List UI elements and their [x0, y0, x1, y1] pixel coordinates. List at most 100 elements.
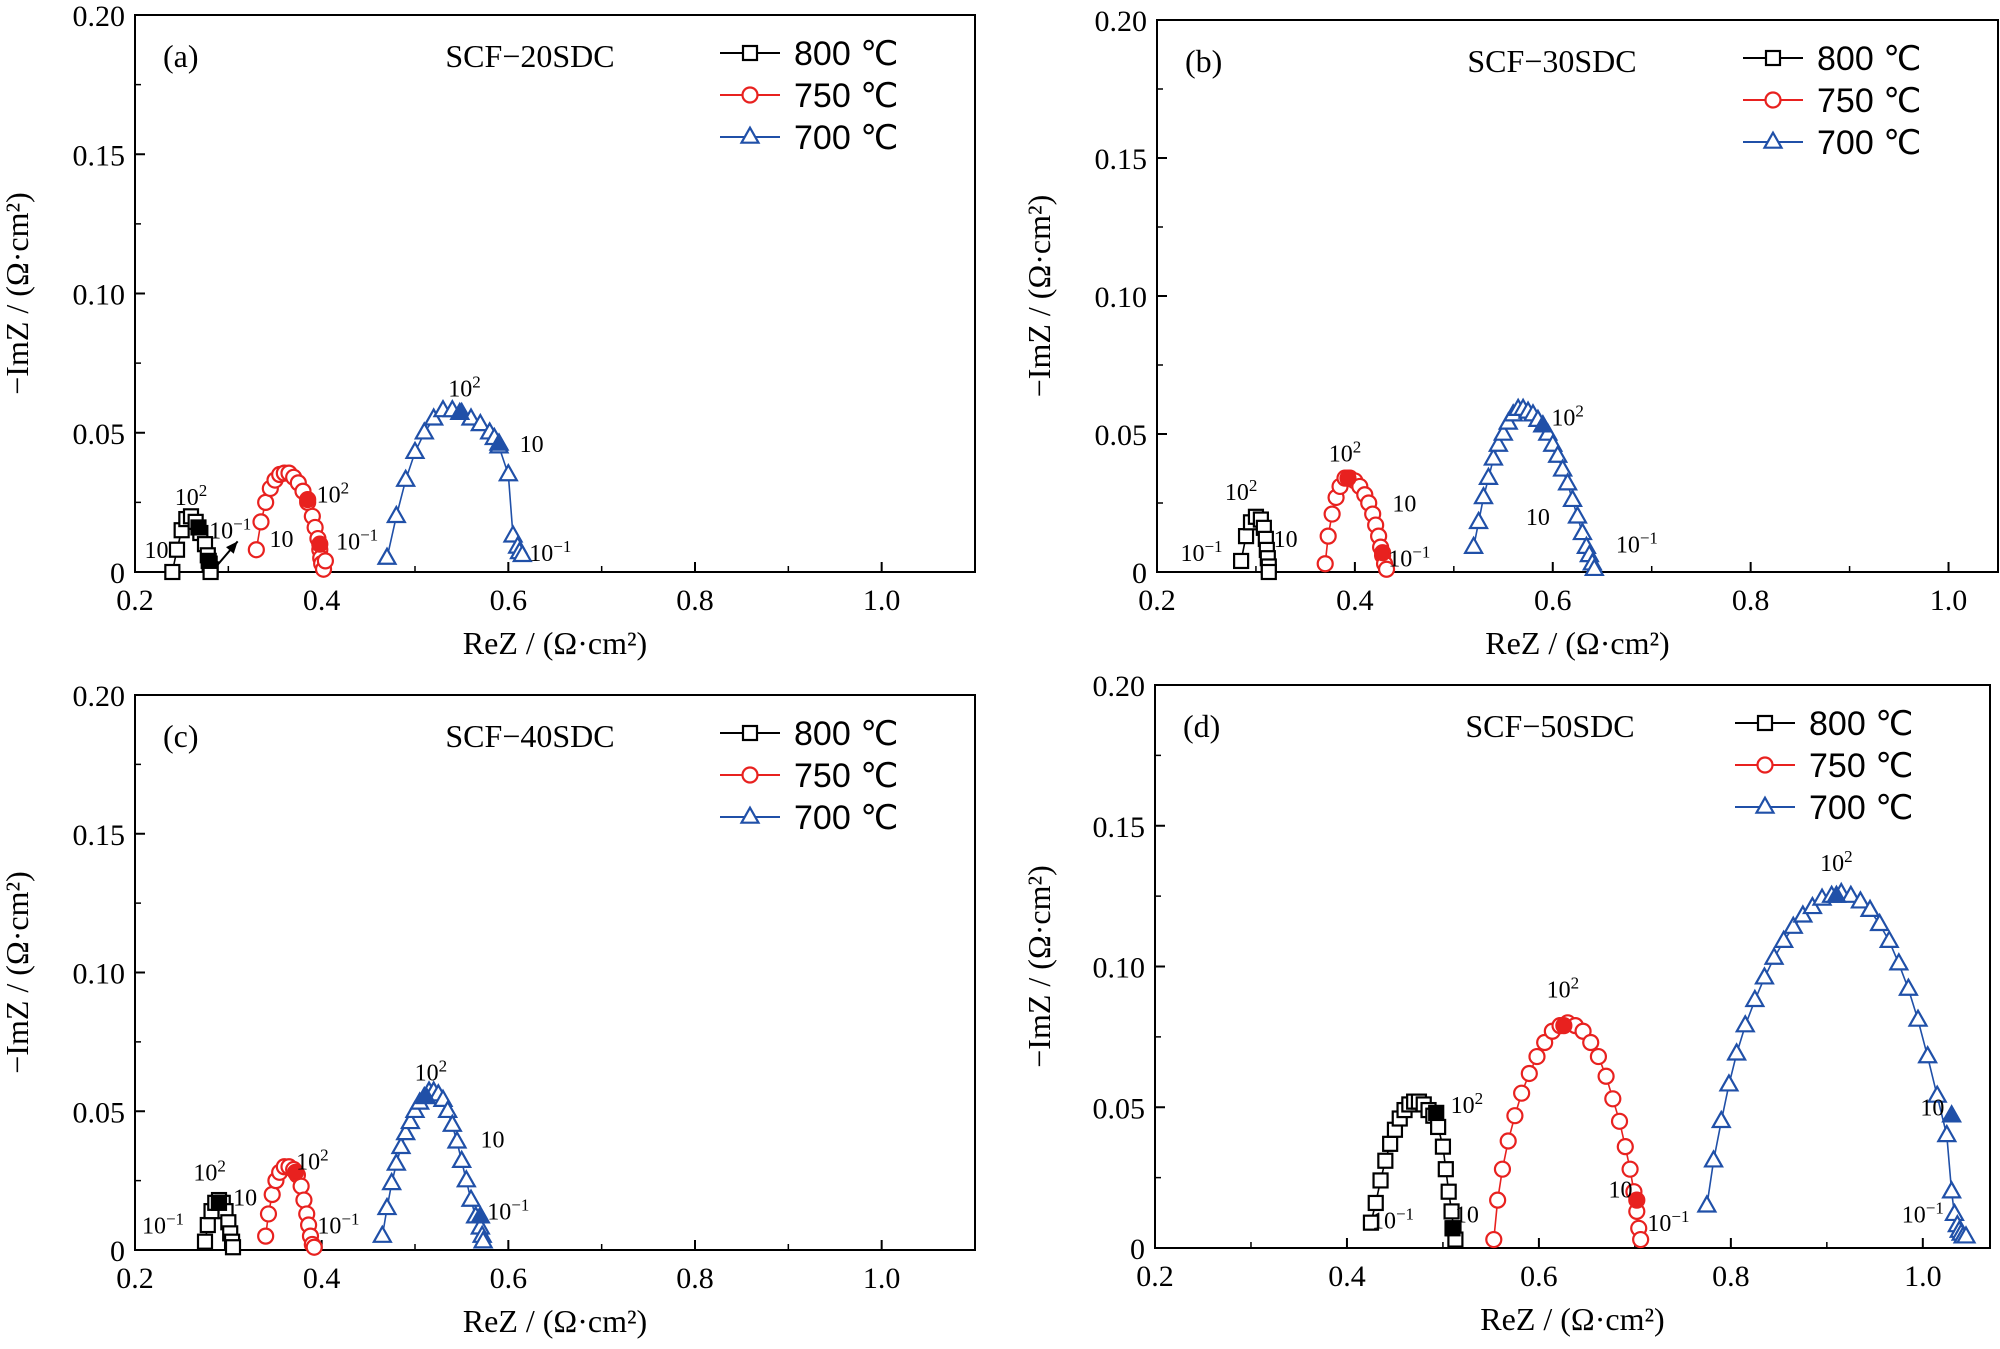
frequency-label: 102	[448, 373, 481, 403]
data-point	[399, 1110, 421, 1130]
data-point	[1888, 952, 1910, 971]
data-point	[1582, 1033, 1600, 1052]
series-line	[1493, 1021, 1642, 1240]
x-axis-label: ReZ / (Ω·cm²)	[463, 625, 647, 661]
legend-entry: 800 ℃	[794, 715, 898, 753]
y-tick-label: 0.15	[1093, 811, 1146, 844]
data-point	[1493, 1160, 1512, 1178]
data-point	[1483, 447, 1504, 466]
frequency-marker	[190, 519, 207, 536]
data-point	[1487, 433, 1509, 452]
data-point	[1520, 1064, 1538, 1083]
y-axis-label: −ImZ / (Ω·cm²)	[0, 192, 35, 394]
y-tick-label: 0.10	[73, 279, 126, 312]
legend-marker	[739, 805, 761, 824]
data-point	[1773, 929, 1795, 948]
frequency-label: 10−1	[336, 526, 378, 556]
y-tick-label: 0.05	[1093, 1092, 1146, 1125]
frequency-label: 102	[1225, 476, 1258, 506]
y-axis-label: −ImZ / (Ω·cm²)	[0, 871, 35, 1073]
x-axis-label: ReZ / (Ω·cm²)	[1480, 1301, 1664, 1337]
x-tick-label: 0.6	[490, 1262, 528, 1295]
frequency-marker	[210, 1194, 228, 1211]
frequency-label: 102	[1551, 402, 1584, 432]
y-axis-label: −ImZ / (Ω·cm²)	[1021, 195, 1057, 397]
data-point	[164, 563, 181, 581]
series-triangle	[376, 398, 533, 565]
y-tick-label: 0	[1130, 1233, 1145, 1266]
data-point	[395, 1121, 417, 1141]
data-point	[295, 1191, 313, 1209]
data-point	[1492, 422, 1514, 441]
legend-entry: 750 ℃	[1817, 82, 1921, 120]
frequency-label: 102	[1451, 1089, 1484, 1119]
data-point	[1589, 1047, 1608, 1066]
data-point	[247, 541, 265, 559]
legend-entry: 750 ℃	[794, 757, 898, 795]
legend-entry: 750 ℃	[1809, 747, 1913, 785]
frequency-label: 10	[480, 1127, 504, 1153]
y-tick-label: 0.15	[73, 819, 126, 852]
data-point	[376, 546, 398, 565]
data-point	[460, 1188, 482, 1207]
data-point	[1362, 1214, 1380, 1231]
series-circle	[247, 464, 334, 578]
frequency-marker	[488, 432, 510, 451]
x-tick-label: 0.6	[490, 584, 528, 617]
frequency-label: 102	[296, 1146, 329, 1176]
x-tick-label: 0.6	[1520, 1260, 1558, 1293]
frequency-marker	[286, 1163, 305, 1181]
x-tick-label: 0.4	[1336, 584, 1374, 617]
panel-label: (b)	[1185, 43, 1222, 79]
y-tick-label: 0	[110, 1235, 125, 1268]
x-tick-label: 0.2	[1136, 1260, 1174, 1293]
data-point	[1489, 1191, 1507, 1209]
data-point	[1859, 898, 1881, 918]
data-point	[1562, 488, 1583, 508]
data-point	[1552, 458, 1574, 477]
frequency-label: 10	[520, 432, 544, 458]
data-point	[385, 1152, 407, 1171]
data-point	[1440, 1183, 1457, 1200]
data-point	[446, 1130, 468, 1149]
data-point	[1696, 1194, 1718, 1213]
legend-entry: 800 ℃	[1817, 40, 1921, 78]
data-point	[381, 1171, 403, 1191]
data-point	[1878, 929, 1900, 948]
annotation-arrow-head	[226, 541, 238, 554]
legend-marker	[1764, 91, 1782, 109]
frequency-label: 10−1	[209, 515, 251, 545]
data-point	[1621, 1160, 1639, 1178]
data-point	[511, 543, 533, 563]
frequency-label: 102	[193, 1157, 226, 1187]
frequency-label: 10−1	[1647, 1207, 1689, 1237]
data-point	[1377, 560, 1396, 578]
data-point	[1382, 1135, 1399, 1152]
legend-marker	[1756, 756, 1774, 774]
frequency-label: 102	[1820, 847, 1853, 877]
data-point	[1372, 1172, 1389, 1189]
frequency-label: 102	[317, 478, 350, 508]
y-tick-label: 0.20	[73, 680, 126, 713]
x-tick-label: 0.2	[1138, 584, 1176, 617]
panel-title: SCF−50SDC	[1465, 708, 1634, 744]
series-triangle	[371, 1080, 494, 1249]
data-point	[1718, 1073, 1740, 1092]
data-point	[196, 1233, 214, 1250]
y-tick-label: 0.20	[1093, 670, 1146, 703]
data-point	[1944, 1202, 1965, 1222]
y-tick-label: 0.05	[73, 1096, 126, 1129]
series-square	[196, 1191, 242, 1256]
data-point	[404, 440, 426, 460]
x-tick-label: 0.8	[676, 1262, 714, 1295]
data-point	[413, 421, 435, 440]
y-tick-label: 0.20	[1095, 5, 1148, 38]
legend-entry: 800 ℃	[1809, 705, 1913, 743]
frequency-label: 10−1	[529, 537, 571, 567]
legend-marker	[1756, 714, 1774, 732]
data-point	[1260, 563, 1277, 581]
frequency-marker	[1628, 1191, 1646, 1209]
series-triangle	[1463, 397, 1605, 577]
y-tick-label: 0.10	[73, 958, 126, 991]
data-point	[395, 468, 417, 487]
